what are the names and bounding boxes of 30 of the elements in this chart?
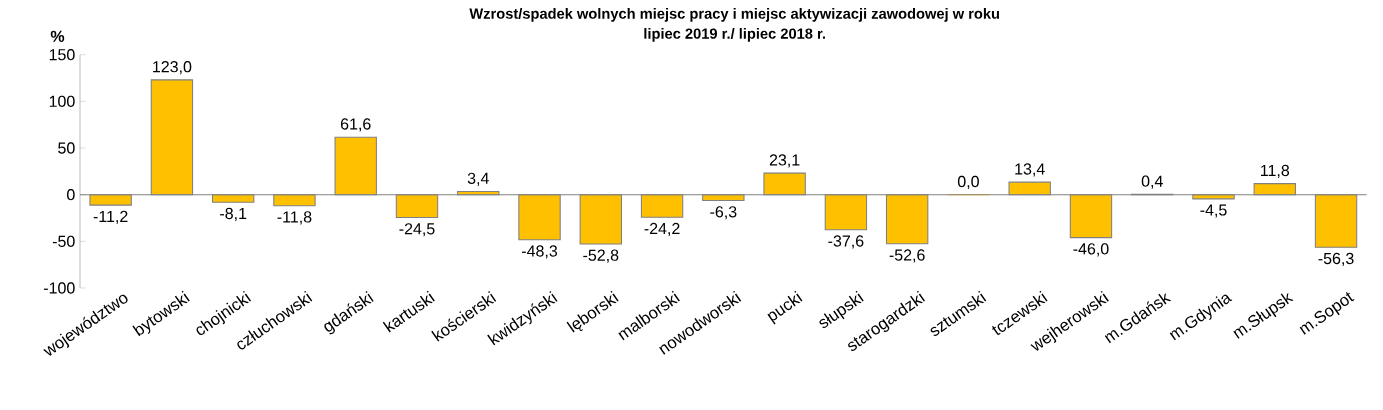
data-label: -11,2 bbox=[93, 210, 128, 224]
data-label: 11,8 bbox=[1261, 164, 1290, 179]
data-label: -37,6 bbox=[828, 235, 864, 249]
data-label: -6,3 bbox=[710, 206, 737, 220]
y-axis-title: % bbox=[50, 30, 65, 42]
data-label: -11,8 bbox=[277, 211, 312, 225]
data-label: 23,1 bbox=[769, 154, 800, 168]
y-tick-label: 150 bbox=[49, 49, 75, 61]
data-label: 123,0 bbox=[153, 61, 192, 75]
data-label: -24,2 bbox=[644, 222, 680, 237]
data-label: -56,3 bbox=[1318, 252, 1354, 267]
chart-subtitle: lipiec 2019 r./ lipiec 2018 r. bbox=[644, 28, 825, 42]
data-label: 3,4 bbox=[467, 172, 489, 186]
data-label: -52,6 bbox=[889, 249, 925, 263]
data-label: -52,8 bbox=[583, 249, 619, 263]
data-label: 0,4 bbox=[1141, 175, 1163, 189]
y-tick-label: 0 bbox=[67, 189, 75, 201]
data-label: 61,6 bbox=[340, 118, 371, 132]
data-label: -46,0 bbox=[1073, 243, 1109, 257]
y-tick-label: -100 bbox=[43, 282, 75, 294]
y-tick-label: -50 bbox=[52, 235, 75, 247]
data-label: -8,1 bbox=[220, 207, 247, 222]
data-label: -4,5 bbox=[1200, 204, 1227, 218]
y-tick-label: 50 bbox=[58, 142, 75, 154]
data-label: -48,3 bbox=[522, 245, 558, 259]
data-label: -24,5 bbox=[399, 223, 435, 237]
data-label: 13,4 bbox=[1015, 163, 1045, 177]
chart-title: Wzrost/spadek wolnych miejsc pracy i miejsc aktywizacji zawodowej w roku bbox=[469, 8, 1000, 22]
data-label: 0,0 bbox=[957, 175, 979, 190]
y-tick-label: 100 bbox=[49, 95, 75, 107]
